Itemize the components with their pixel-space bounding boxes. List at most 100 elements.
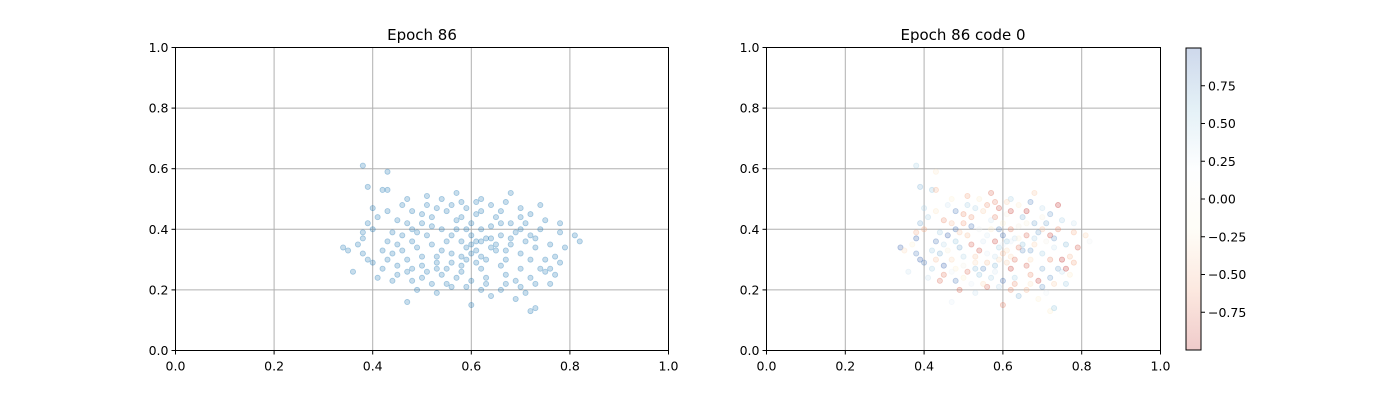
scatter-point [940,217,947,224]
scatter-point [952,226,959,233]
scatter-point [960,253,967,260]
scatter-point [404,268,411,275]
scatter-point [960,274,967,281]
scatter-point [527,256,534,263]
scatter-point [940,271,947,278]
scatter-point [448,259,455,266]
scatter-point [1003,199,1010,206]
scatter-point [952,208,959,215]
scatter-point [542,217,549,224]
scatter-point [1051,244,1058,251]
scatter-point [473,247,480,254]
scatter-chart-epoch: 0.0 0.2 0.4 0.6 0.8 1.0 0.0 0.2 0.4 0.6 0.8 1.0 Ep… [149,26,679,374]
scatter-point [384,168,391,175]
scatter-point [1023,262,1030,269]
scatter-point [944,202,951,209]
scatter-point [1074,244,1081,251]
scatter-point [952,265,959,272]
scatter-point [463,283,470,290]
scatter-point [972,289,979,296]
scatter-point [948,268,955,275]
scatter-point [1039,205,1046,212]
scatter-point [1062,241,1069,248]
scatter-point [948,195,955,202]
scatter-point [527,274,534,281]
scatter-point [571,232,578,239]
x-tick-label: 0.8 [1072,359,1092,374]
scatter-chart-epoch-code: 0.0 0.2 0.4 0.6 0.8 1.0 0.0 0.2 0.4 0.6 0.8 1.0 Ep… [740,26,1171,374]
scatter-point [478,286,485,293]
plot-frame [175,47,669,351]
scatter-point [968,223,975,230]
scatter-point [999,302,1006,309]
scatter-point [497,232,504,239]
scatter-point [968,280,975,287]
scatter-point [921,205,928,212]
scatter-point [468,232,475,239]
scatter-point [1062,265,1069,272]
scatter-point [1019,214,1026,221]
scatter-point [394,262,401,269]
scatter-point [374,274,381,281]
scatter-point [984,232,991,239]
scatter-point [968,241,975,248]
scatter-point [999,241,1006,248]
scatter-point [1023,220,1030,227]
scatter-point [492,247,499,254]
scatter-point [1015,235,1022,242]
scatter-point [389,250,396,257]
x-tick-label: 0.0 [757,359,777,374]
x-tick-label: 0.4 [363,359,383,374]
scatter-point [992,199,999,206]
scatter-point [1031,235,1038,242]
scatter-point [1007,286,1014,293]
scatter-point [921,259,928,266]
scatter-point [917,183,924,190]
scatter-point [995,256,1002,263]
y-tick-label: 0.0 [740,343,760,358]
scatter-point [1031,241,1038,248]
scatter-point [517,226,524,233]
x-tick-label: 0.6 [993,359,1013,374]
scatter-point [952,277,959,284]
chart-title: Epoch 86 [387,26,457,44]
scatter-point [1039,214,1046,221]
scatter-point [507,220,514,227]
scatter-point [917,220,924,227]
scatter-point [972,265,979,272]
scatter-point [418,220,425,227]
scatter-point [394,217,401,224]
scatter-point [1007,238,1014,245]
scatter-point [1007,226,1014,233]
scatter-point [1035,277,1042,284]
scatter-point [913,250,920,257]
scatter-point [483,235,490,242]
scatter-point [1062,280,1069,287]
scatter-point [443,280,450,287]
scatter-point [1047,232,1054,239]
scatter-point [988,274,995,281]
scatter-point [414,244,421,251]
scatter-point [349,268,356,275]
scatter-point [964,202,971,209]
scatter-point [905,268,912,275]
scatter-point [1039,250,1046,257]
scatter-point [364,183,371,190]
scatter-point [522,289,529,296]
scatter-point [980,280,987,287]
scatter-point [384,238,391,245]
scatter-point [473,199,480,206]
scatter-point [1011,274,1018,281]
scatter-point [999,220,1006,227]
x-tick-label: 1.0 [659,359,679,374]
scatter-point [1027,199,1034,206]
scatter-point [473,259,480,266]
scatter-point [928,247,935,254]
scatter-point [984,202,991,209]
scatter-point [976,195,983,202]
scatter-point [517,283,524,290]
scatter-point [1035,229,1042,236]
scatter-point [468,220,475,227]
scatter-point [428,223,435,230]
scatter-point [552,271,559,278]
